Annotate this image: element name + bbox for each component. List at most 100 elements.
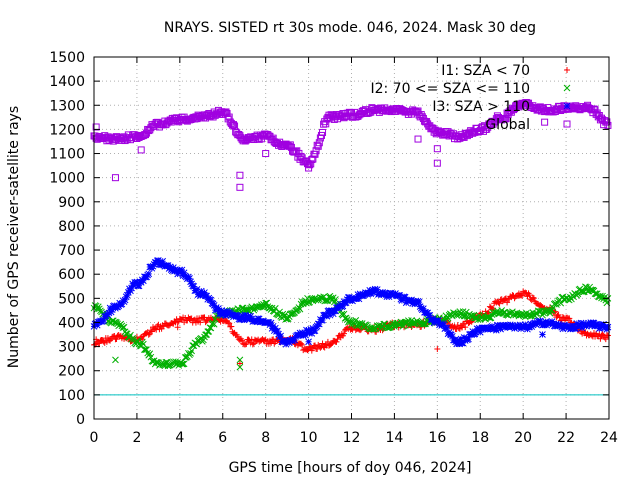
data-point [296, 305, 304, 313]
data-point [379, 288, 386, 296]
legend-marker [563, 84, 571, 92]
outlier-point [174, 324, 181, 331]
data-point [474, 316, 482, 324]
data-point [143, 273, 150, 281]
data-point [178, 360, 186, 368]
data-point [604, 323, 612, 331]
data-point [319, 128, 327, 136]
data-point [261, 337, 268, 344]
outlier-point [433, 159, 441, 167]
data-point [566, 315, 573, 322]
data-point [239, 337, 246, 344]
data-point [149, 262, 157, 270]
data-point [329, 310, 337, 318]
chart-title: NRAYS. SISTED rt 30s mode. 046, 2024. Ma… [164, 20, 536, 36]
y-tick-label: 400 [58, 315, 85, 331]
data-point [147, 327, 154, 334]
data-point [559, 313, 566, 320]
data-point [456, 340, 464, 348]
data-point [223, 109, 231, 117]
data-point [311, 150, 319, 158]
data-point [471, 314, 479, 322]
data-point [530, 295, 537, 302]
data-point [304, 329, 311, 337]
x-tick-label: 6 [218, 430, 227, 446]
data-point [315, 139, 323, 147]
data-point [115, 302, 123, 310]
data-point [96, 340, 103, 347]
data-point [140, 277, 147, 285]
x-tick-label: 14 [386, 430, 404, 446]
data-point [297, 331, 305, 339]
data-point [603, 326, 611, 333]
data-point [511, 325, 518, 332]
data-point [597, 324, 604, 332]
data-point [217, 310, 224, 318]
data-point [604, 332, 611, 339]
data-point [197, 287, 205, 295]
data-point [603, 118, 611, 126]
data-layer [90, 98, 612, 396]
data-point [443, 324, 451, 332]
data-point [323, 297, 331, 305]
data-point [332, 296, 339, 303]
data-point [520, 323, 528, 331]
data-point [186, 275, 193, 282]
data-point [226, 320, 233, 327]
data-point [221, 309, 229, 316]
legend-marker [563, 120, 571, 128]
data-point [597, 335, 604, 342]
data-point [509, 292, 516, 299]
data-point [352, 317, 360, 324]
data-point [355, 295, 363, 303]
data-point [462, 324, 469, 331]
data-point [369, 286, 377, 294]
data-point [201, 314, 208, 321]
data-point [123, 291, 131, 299]
data-point [315, 320, 323, 328]
data-point [177, 269, 185, 276]
data-point [576, 321, 584, 329]
data-point [312, 342, 319, 349]
data-point [212, 304, 220, 311]
data-point [502, 311, 510, 318]
data-point [274, 327, 281, 335]
data-point [249, 341, 256, 348]
legend-label: I1: SZA < 70 [441, 63, 530, 79]
data-point [180, 269, 188, 277]
data-point [532, 321, 540, 328]
data-point [496, 300, 503, 307]
data-point [133, 337, 141, 345]
data-point [100, 316, 108, 324]
data-point [164, 262, 172, 269]
y-axis-label: Number of GPS receiver-satellite rays [6, 106, 22, 368]
data-point [454, 336, 462, 344]
x-tick-label: 24 [600, 430, 618, 446]
x-tick-label: 12 [343, 430, 361, 446]
y-tick-label: 1500 [49, 50, 85, 66]
x-tick-label: 22 [557, 430, 575, 446]
data-point [179, 360, 187, 368]
data-point [241, 311, 249, 319]
data-point [281, 336, 289, 344]
data-point [253, 318, 261, 326]
data-point [540, 309, 547, 317]
data-point [145, 270, 153, 278]
legend-label: Global [485, 117, 530, 133]
data-point [127, 331, 134, 339]
series-global [90, 98, 612, 191]
data-point [294, 306, 302, 313]
data-point [527, 320, 535, 328]
data-point [133, 278, 141, 286]
outlier-point [414, 135, 422, 143]
outlier-point [433, 145, 441, 153]
data-point [504, 299, 511, 306]
data-point [228, 121, 236, 129]
data-point [93, 321, 101, 329]
data-point [332, 307, 339, 315]
data-point [271, 305, 279, 312]
data-point [94, 303, 102, 311]
data-point [92, 319, 100, 327]
data-point [492, 326, 500, 334]
